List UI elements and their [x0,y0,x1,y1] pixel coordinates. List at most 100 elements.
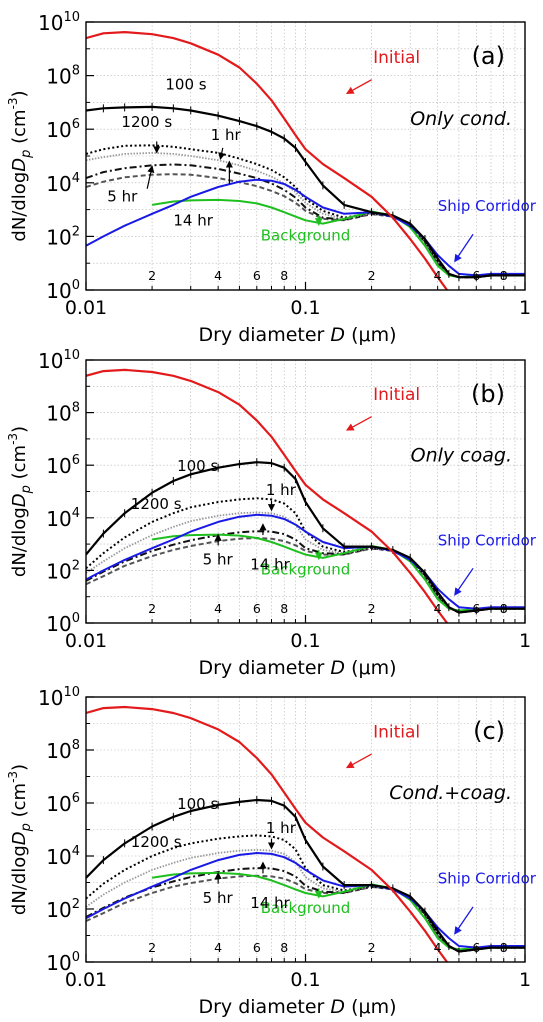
y-tick-exp: 2 [72,897,80,912]
y-tick-label: 102 [46,224,80,249]
y-tick-base: 10 [46,118,71,142]
x-tick-label: 0.1 [290,969,320,991]
x-axis-title-var: D [330,996,345,1018]
y-tick-exp: 0 [72,950,80,965]
series-label-1-hr: 1 hr [266,819,297,837]
x-minor-label: 6 [253,268,261,283]
y-tick-label: 104 [46,506,80,531]
x-minor-label: 4 [214,601,222,616]
y-axis-title-close: ) [9,764,30,771]
series-100-s [86,798,525,953]
x-minor-label: 4 [434,268,442,283]
y-tick-label: 104 [46,844,80,869]
y-axis-title: dN/dlogDp (cm-3) [6,90,34,241]
x-axis-title: Dry diameter D (μm) [198,324,396,346]
mode-label: Only cond. [410,108,512,130]
x-tick-label: 0.01 [65,630,107,652]
mode-label: Cond.+coag. [389,782,512,804]
y-tick-base: 10 [38,686,63,710]
series-5-hr [86,163,525,279]
x-minor-label: 6 [472,940,480,955]
series-label-5-hr: 5 hr [203,889,234,907]
y-axis-title-var: D [9,831,30,845]
x-axis-title-prefix: Dry diameter [198,996,330,1018]
x-minor-label: 2 [148,601,156,616]
series-label-1200-s: 1200 s [121,113,172,131]
y-tick-base: 10 [46,65,71,89]
y-tick-exp: 8 [72,64,80,79]
y-tick-exp: 6 [72,117,80,132]
series-label-14-hr: 14 hr [250,555,290,573]
series-label-14-hr: 14 hr [250,894,290,912]
x-tick-label: 1 [519,969,531,991]
y-tick-label: 106 [46,791,80,816]
y-tick-exp: 4 [72,506,80,521]
y-axis-title-exp: -3 [6,97,20,109]
y-tick-base: 10 [46,739,71,763]
series-100-s [86,105,525,279]
series-5-hr [86,867,525,953]
y-tick-base: 10 [38,349,63,373]
y-tick-label: 100 [46,950,80,975]
y-tick-base: 10 [38,11,63,35]
x-axis-title-unit: (μm) [345,657,396,679]
series-label-14-hr: 14 hr [173,212,213,230]
series-label-initial: Initial [373,722,420,742]
x-minor-label: 2 [368,601,376,616]
y-axis-title-close: ) [9,426,30,433]
series-label-1-hr: 1 hr [266,481,297,499]
y-axis-title-prefix: dN/dlog [9,845,30,915]
series-label-background: Background [261,560,351,578]
y-axis-title-close: ) [9,90,30,97]
y-axis-title-var: D [9,493,30,507]
series-background [151,533,525,612]
series-label-100-s: 100 s [165,76,206,94]
x-axis-title: Dry diameter D (μm) [198,657,396,679]
series-label-5-hr: 5 hr [107,188,138,206]
y-tick-label: 1010 [38,685,80,710]
x-minor-label: 2 [148,268,156,283]
y-tick-base: 10 [46,898,71,922]
annotations: (a) Only cond. Initial Ship Corridor Backgro… [107,42,537,263]
y-tick-exp: 10 [63,685,80,700]
x-axis: 0.01 0.1 1 2 4 6 8 2 4 6 8 Dry diameter D (μm) [65,940,531,1018]
y-tick-label: 106 [46,117,80,142]
y-tick-label: 100 [46,611,80,636]
series-label-100-s: 100 s [177,457,218,475]
x-minor-label: 4 [434,940,442,955]
y-tick-base: 10 [46,845,71,869]
y-tick-base: 10 [46,612,71,636]
y-tick-exp: 2 [72,558,80,573]
x-axis-title-var: D [330,324,345,346]
x-axis: 0.01 0.1 1 2 4 6 8 2 4 6 8 Dry diameter D (μm) [65,268,531,346]
y-tick-label: 100 [46,278,80,303]
x-minor-label: 8 [500,268,508,283]
annotations: (b) Only coag. Initial Ship Corridor Backgro… [131,380,537,596]
y-axis-title-unit: (cm [9,445,30,485]
series-label-1-hr: 1 hr [211,126,242,144]
x-axis-title-prefix: Dry diameter [198,657,330,679]
x-axis-title-unit: (μm) [345,324,396,346]
series-label-initial: Initial [373,385,420,405]
y-tick-exp: 6 [72,791,80,806]
y-tick-exp: 8 [72,738,80,753]
series-ship-corridor [86,178,525,277]
x-minor-label: 8 [500,940,508,955]
series-initial [86,705,449,962]
series-label-ship-corridor: Ship Corridor [438,531,537,549]
series-label-ship-corridor: Ship Corridor [438,197,537,215]
y-tick-base: 10 [46,454,71,478]
x-minor-label: 6 [253,940,261,955]
y-tick-label: 108 [46,401,80,426]
series-5-hr [86,530,525,614]
series-ship-corridor [86,852,525,949]
x-minor-label: 2 [148,940,156,955]
y-tick-label: 1010 [38,10,80,35]
x-tick-label: 0.01 [65,297,107,319]
series-label-1200-s: 1200 s [131,495,182,513]
